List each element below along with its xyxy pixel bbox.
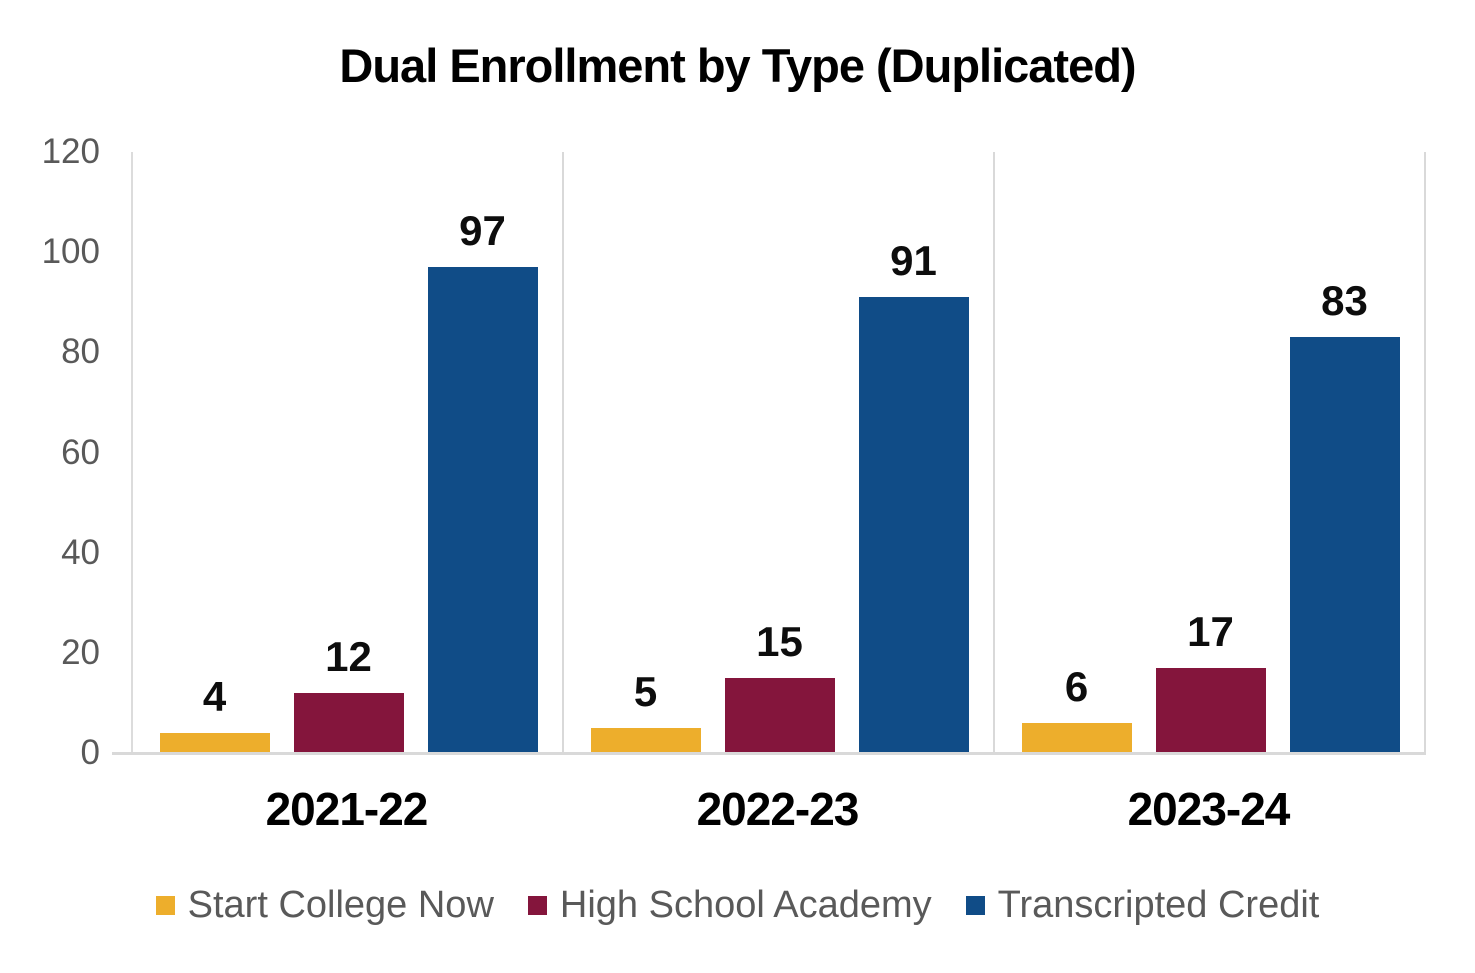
y-axis-tick-label: 80 (61, 332, 100, 372)
bar-high-school-academy-2021-22 (293, 692, 404, 753)
bar-transcripted-credit-2023-24 (1289, 337, 1400, 753)
bar-high-school-academy-2022-23 (724, 677, 835, 753)
category-group-2021-22: 4 12 97 (133, 152, 564, 753)
legend-label: Transcripted Credit (997, 884, 1320, 926)
bar-value-label: 91 (890, 237, 937, 285)
bar-transcripted-credit-2022-23 (858, 297, 969, 753)
legend-item-transcripted-credit: Transcripted Credit (965, 884, 1320, 927)
y-axis-tick-label: 40 (61, 532, 100, 572)
bar-transcripted-credit-2021-22 (427, 267, 538, 753)
bar-start-college-now-2022-23 (590, 727, 701, 753)
legend: Start College Now High School Academy Tran… (0, 884, 1475, 927)
bar-value-label: 15 (756, 617, 803, 665)
y-axis: 0 20 40 60 80 100 120 (0, 0, 100, 973)
category-group-2023-24: 6 17 83 (995, 152, 1426, 753)
bar-high-school-academy-2023-24 (1155, 667, 1266, 753)
bar-start-college-now-2021-22 (159, 732, 270, 753)
x-axis-label-2022-23: 2022-23 (696, 783, 860, 835)
x-axis-label-2023-24: 2023-24 (1127, 783, 1291, 835)
y-axis-tick-label: 100 (41, 232, 100, 272)
y-axis-tick-label: 0 (80, 733, 100, 772)
bar-value-label: 4 (202, 672, 227, 720)
y-axis-tick-label: 20 (61, 632, 100, 672)
bar-start-college-now-2023-24 (1021, 722, 1132, 753)
bar-value-label: 83 (1321, 277, 1368, 325)
legend-label: High School Academy (559, 884, 932, 926)
legend-item-high-school-academy: High School Academy (527, 884, 932, 927)
legend-label: Start College Now (187, 884, 494, 926)
x-axis-line (112, 752, 1426, 755)
legend-item-start-college-now: Start College Now (155, 884, 494, 927)
x-axis-label-2021-22: 2021-22 (265, 783, 429, 835)
category-group-2022-23: 5 15 91 (564, 152, 995, 753)
legend-swatch-icon (965, 896, 985, 915)
x-axis-labels: 2021-22 2022-23 2023-24 (131, 782, 1424, 842)
legend-swatch-icon (527, 896, 547, 915)
legend-swatch-icon (155, 896, 175, 915)
bar-value-label: 5 (633, 667, 658, 715)
plot-area: 4 12 97 5 15 91 6 17 83 (131, 152, 1426, 753)
bar-value-label: 6 (1064, 662, 1089, 710)
chart-title: Dual Enrollment by Type (Duplicated) (339, 39, 1136, 92)
bar-value-label: 97 (459, 207, 506, 255)
bar-value-label: 17 (1187, 607, 1234, 655)
y-axis-tick-label: 120 (41, 132, 100, 171)
bar-value-label: 12 (325, 632, 372, 680)
y-axis-tick-label: 60 (61, 432, 100, 472)
